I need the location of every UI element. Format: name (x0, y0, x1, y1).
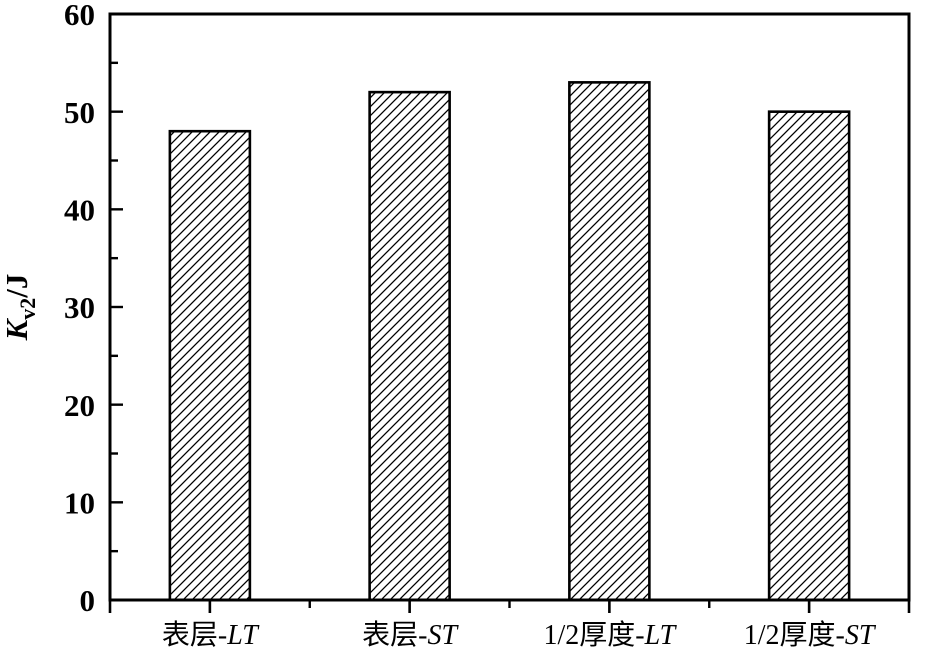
x-category-label: 表层-ST (362, 619, 459, 651)
y-tick-label: 50 (64, 95, 95, 130)
bar-表层-LT (168, 129, 252, 602)
x-category-label: 1/2厚度-LT (544, 619, 678, 651)
y-tick-label: 60 (64, 0, 95, 32)
y-tick-label: 0 (80, 583, 96, 618)
y-tick-label: 40 (64, 192, 95, 227)
y-tick-label: 10 (64, 485, 95, 520)
bar-1/2厚度-ST (767, 110, 851, 602)
y-axis-title: Kv2/J (0, 274, 40, 342)
x-category-label: 1/2厚度-ST (744, 619, 877, 651)
y-tick-label: 30 (64, 290, 95, 325)
y-tick-label: 20 (64, 388, 95, 423)
x-category-label: 表层-LT (162, 619, 260, 651)
bar-1/2厚度-LT (568, 81, 651, 602)
bar-表层-ST (368, 90, 451, 602)
